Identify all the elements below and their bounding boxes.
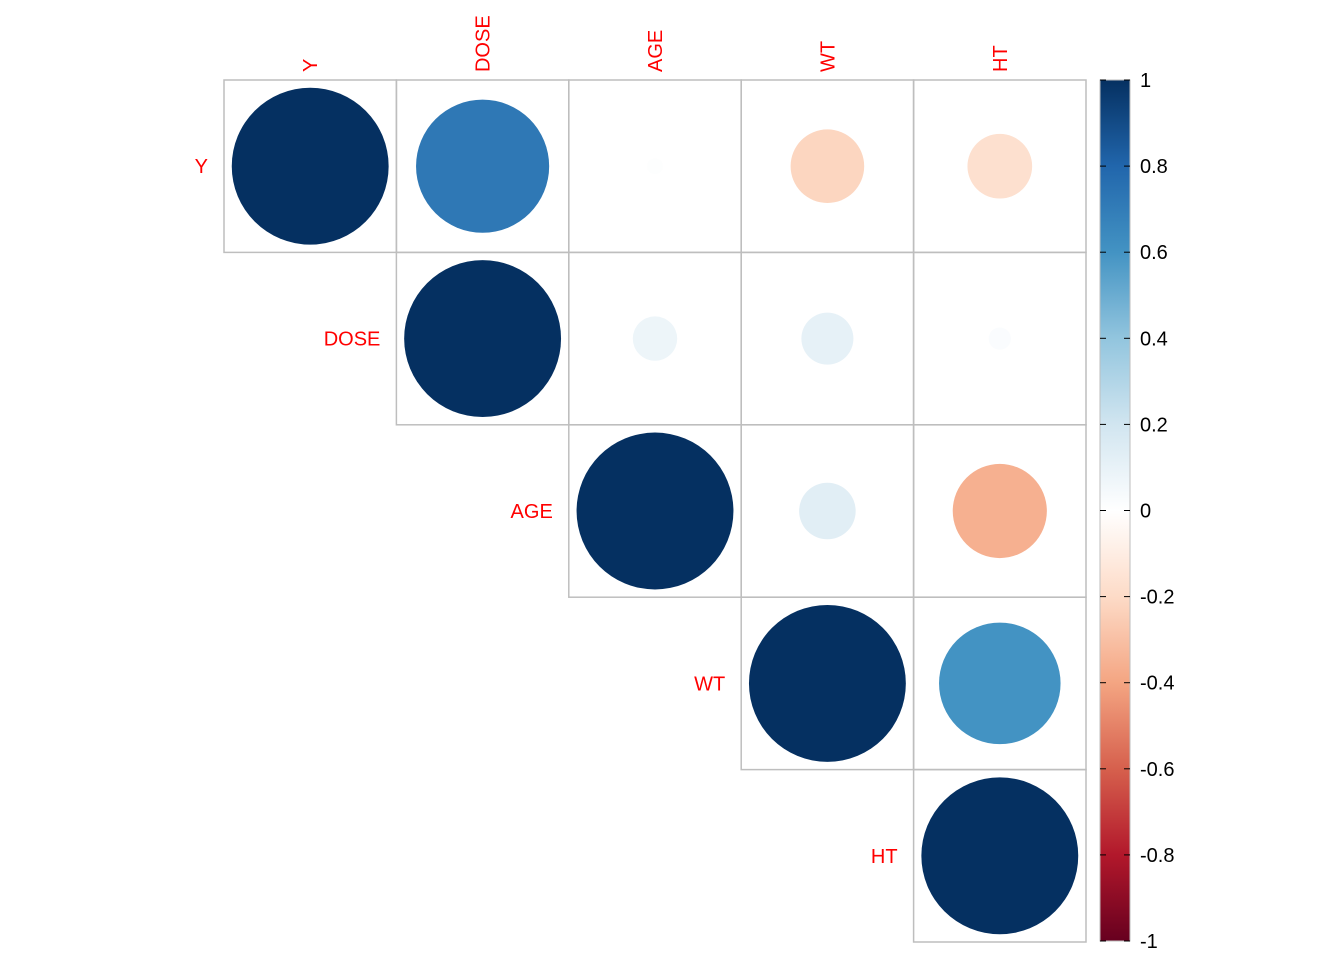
column-label: Y (300, 59, 322, 72)
column-label: AGE (645, 30, 667, 72)
colorbar-tick-label: -0.8 (1140, 845, 1174, 867)
colorbar-tick-label: -0.4 (1140, 673, 1174, 695)
colorbar-tick-label: -0.6 (1140, 759, 1174, 781)
corr-circle (647, 158, 663, 175)
row-label: WT (694, 673, 725, 695)
corr-circle (799, 482, 856, 540)
row-label: DOSE (324, 329, 381, 351)
cell (912, 768, 1087, 943)
corr-circle (790, 129, 865, 203)
corr-circle (416, 99, 550, 233)
colorbar-tick-label: 0.2 (1140, 414, 1168, 436)
colorbar-tick-label: -0.2 (1140, 587, 1174, 609)
corr-circle (967, 133, 1033, 199)
colorbar-tick-label: 0.4 (1140, 328, 1168, 350)
corr-circle (231, 87, 389, 245)
corr-circle (576, 432, 734, 590)
corr-circle (952, 463, 1047, 559)
colorbar-tick-label: 1 (1140, 70, 1151, 92)
corr-circle (801, 312, 854, 365)
corr-circle (632, 316, 678, 361)
row-label: Y (195, 156, 208, 178)
corr-circle (939, 622, 1061, 745)
colorbar-tick-label: 0.8 (1140, 156, 1168, 178)
column-label: DOSE (473, 15, 495, 72)
corr-circle (748, 604, 906, 762)
colorbar-tick-label: -1 (1140, 931, 1158, 953)
corr-circle (921, 777, 1079, 935)
row-label: HT (871, 846, 898, 868)
column-label: HT (990, 45, 1012, 72)
colorbar-tick-label: 0 (1140, 501, 1151, 523)
row-label: AGE (511, 501, 553, 523)
colorbar-tick-label: 0.6 (1140, 242, 1168, 264)
corr-circle (404, 260, 562, 418)
corr-circle (988, 327, 1011, 350)
column-label: WT (817, 41, 839, 72)
